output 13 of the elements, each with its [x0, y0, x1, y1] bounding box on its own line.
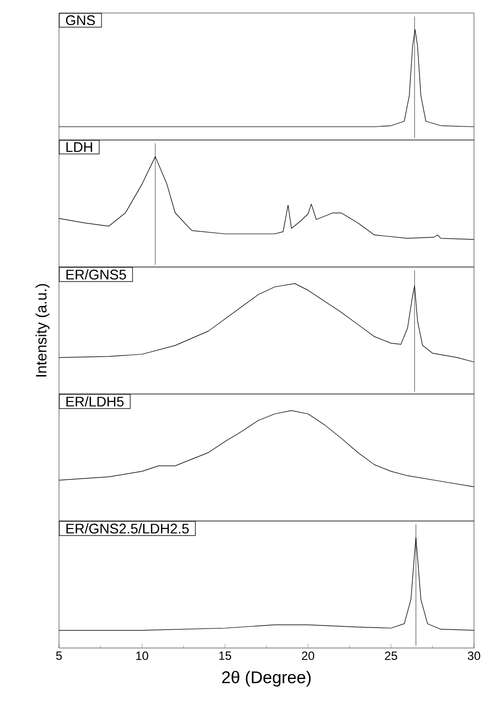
x-axis-title: 2θ (Degree) [222, 670, 311, 687]
x-tick-label: 15 [219, 652, 232, 660]
x-tick-label: 30 [468, 652, 480, 660]
x-tick-label: 20 [302, 652, 314, 660]
chart-title: GNS [66, 15, 95, 26]
chart-title: LDH [66, 142, 92, 152]
y-axis-title: Intensity (a.u.) [36, 284, 50, 376]
x-tick-label: 5 [56, 652, 62, 660]
chart-title: ER/LDH5 [66, 396, 124, 407]
chart-title: ER/GNS5 [66, 269, 126, 280]
x-tick-label: 25 [384, 652, 398, 660]
chart-title: ER/GNS2.5/LDH2.5 [66, 523, 189, 534]
x-tick-label: 10 [136, 652, 148, 660]
